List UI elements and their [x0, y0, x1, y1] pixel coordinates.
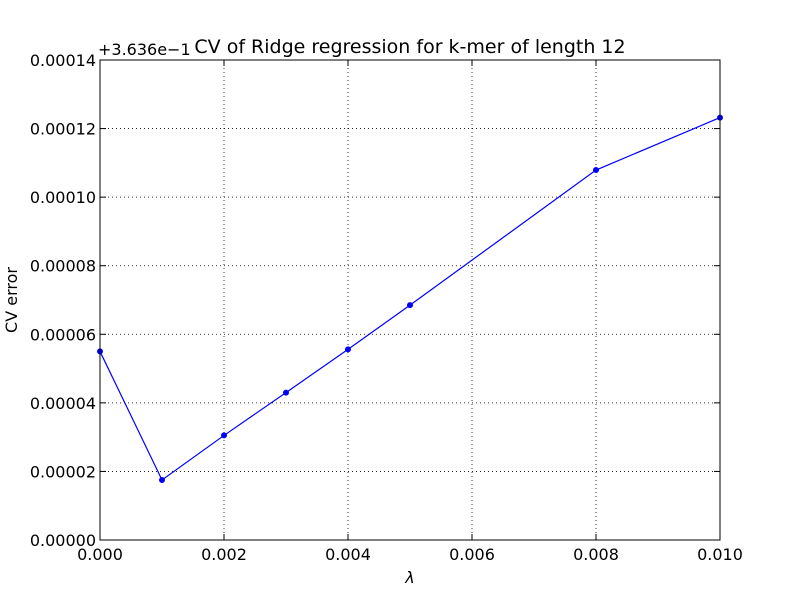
plot-area	[100, 60, 720, 540]
y-tick-label: 0.00006	[30, 325, 96, 344]
y-tick-label: 0.00012	[30, 120, 96, 139]
series-line	[99, 117, 721, 481]
y-tick-label: 0.00004	[30, 394, 96, 413]
y-tick-label: 0.00000	[30, 531, 96, 550]
x-tick-label: 0.010	[697, 545, 743, 564]
ticks	[99, 59, 721, 541]
chart-title: CV of Ridge regression for k-mer of leng…	[194, 36, 625, 58]
data-point	[345, 346, 351, 353]
x-tick-label: 0.006	[449, 545, 495, 564]
y-tick-label: 0.00008	[30, 257, 96, 276]
plot-frame	[99, 59, 721, 541]
x-tick-label: 0.008	[573, 545, 619, 564]
x-tick-label: 0.002	[201, 545, 247, 564]
x-tick-label: 0.000	[77, 545, 123, 564]
data-point	[159, 477, 165, 483]
x-axis-label: λ	[404, 568, 414, 587]
y-tick-labels: 0.00000 0.00002 0.00004 0.00006 0.00008 0.000…	[30, 51, 96, 550]
x-tick-label: 0.004	[325, 545, 371, 564]
y-offset-label: +3.636e−1	[98, 40, 191, 59]
x-tick-labels: 0.000 0.002 0.004 0.006 0.008 0.010	[77, 545, 743, 564]
data-point	[407, 302, 413, 309]
y-tick-label: 0.00014	[30, 51, 96, 70]
data-point	[221, 432, 227, 439]
y-tick-label: 0.00010	[30, 188, 96, 207]
data-point	[593, 167, 599, 174]
data-point	[283, 389, 289, 396]
y-axis-label: CV error	[2, 267, 21, 333]
y-tick-label: 0.00002	[30, 462, 96, 481]
